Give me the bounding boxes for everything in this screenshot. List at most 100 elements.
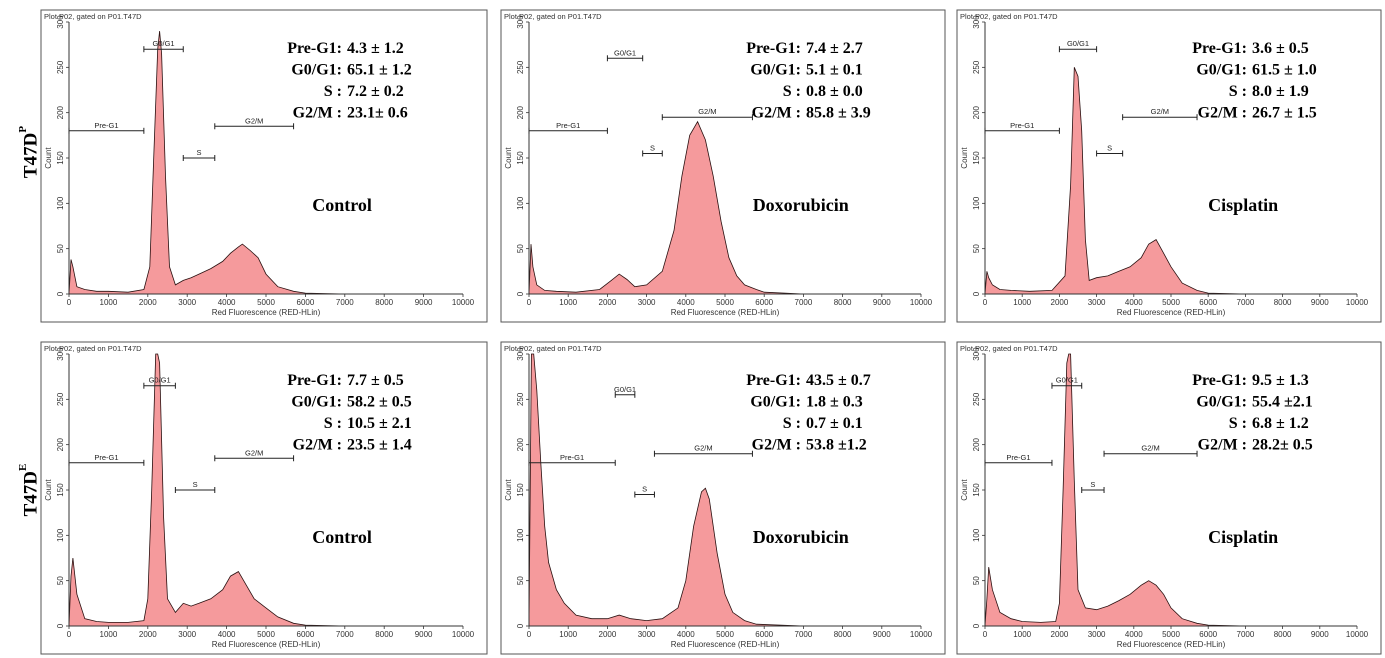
y-axis-label: Count [504,147,513,169]
panel-frame [40,341,488,655]
x-tick-label: 8000 [1274,630,1292,639]
gate-label: S [193,480,198,489]
x-tick-label: 9000 [415,630,433,639]
stat-label: G2/M : [752,437,801,454]
stat-label: Pre-G1: [287,40,342,57]
y-tick-label: 100 [56,528,65,542]
x-tick-label: 8000 [834,630,852,639]
treatment-title: Doxorubicin [753,527,849,547]
x-tick-label: 6000 [755,630,773,639]
x-tick-label: 4000 [677,630,695,639]
y-tick-label: 150 [972,151,981,165]
x-tick-label: 5000 [1162,630,1180,639]
y-tick-label: 0 [56,291,65,296]
stat-label: Pre-G1: [1192,372,1247,389]
x-tick-label: 5000 [716,298,734,307]
stat-value: 9.5 ± 1.3 [1252,372,1309,389]
y-tick-label: 100 [972,196,981,210]
gate-label: S [1107,143,1112,152]
panel-header: Plot P02, gated on P01.T47D [504,12,602,21]
x-axis-label: Red Fluorescence (RED-HLin) [1117,640,1226,649]
x-tick-label: 6000 [1199,630,1217,639]
x-axis-label: Red Fluorescence (RED-HLin) [1117,308,1226,317]
gate-label: G0/G1 [153,39,175,48]
x-tick-label: 10000 [452,298,475,307]
x-tick-label: 9000 [1311,630,1329,639]
stat-label: G0/G1: [1196,62,1247,79]
x-tick-label: 3000 [178,298,196,307]
x-tick-label: 1000 [1013,298,1031,307]
stat-label: Pre-G1: [746,40,801,57]
x-tick-label: 10000 [1346,630,1369,639]
stat-value: 1.8 ± 0.3 [806,394,863,411]
y-tick-label: 200 [972,437,981,451]
stat-label: G2/M : [752,105,801,122]
y-tick-label: 300 [516,347,525,361]
y-axis-label: Count [960,479,969,501]
stat-label: G2/M : [293,437,342,454]
x-tick-label: 1000 [559,298,577,307]
gate-label: G2/M [1141,444,1159,453]
x-tick-label: 0 [983,630,988,639]
y-tick-label: 150 [516,151,525,165]
panel-header: Plot P02, gated on P01.T47D [504,344,602,353]
x-tick-label: 0 [527,298,532,307]
stat-value: 7.4 ± 2.7 [806,40,863,57]
histogram-area [68,31,463,295]
stat-value: 65.1 ± 1.2 [347,62,412,79]
gate-label: S [650,143,655,152]
y-tick-label: 50 [516,244,525,253]
gate-label: G0/G1 [1067,39,1089,48]
gate-label: S [197,148,202,157]
stat-value: 26.7 ± 1.5 [1252,105,1317,122]
y-tick-label: 100 [516,196,525,210]
x-tick-label: 2000 [139,298,157,307]
x-tick-label: 0 [67,630,72,639]
x-tick-label: 9000 [873,630,891,639]
y-tick-label: 200 [56,105,65,119]
x-tick-label: 4000 [1125,298,1143,307]
stat-label: S : [783,415,801,432]
gate-label: S [1090,480,1095,489]
gate-label: G0/G1 [614,48,636,57]
stat-value: 8.0 ± 1.9 [1252,83,1309,100]
x-tick-label: 7000 [795,630,813,639]
x-tick-label: 10000 [910,630,933,639]
x-tick-label: 10000 [910,298,933,307]
x-tick-label: 5000 [716,630,734,639]
histogram-area [528,353,921,627]
y-tick-label: 250 [972,392,981,406]
y-tick-label: 150 [972,483,981,497]
x-tick-label: 0 [983,298,988,307]
stat-value: 58.2 ± 0.5 [347,394,412,411]
y-axis-label: Count [504,479,513,501]
x-tick-label: 6000 [297,298,315,307]
x-tick-label: 3000 [638,298,656,307]
stat-value: 3.6 ± 0.5 [1252,40,1309,57]
y-tick-label: 250 [56,60,65,74]
stat-label: G2/M : [1198,437,1247,454]
x-tick-label: 0 [527,630,532,639]
x-tick-label: 1000 [1013,630,1031,639]
y-tick-label: 300 [972,347,981,361]
stat-label: G0/G1: [291,62,342,79]
y-tick-label: 250 [516,60,525,74]
y-tick-label: 150 [516,483,525,497]
y-tick-label: 100 [56,196,65,210]
histogram-area [528,120,921,295]
gate-label: G2/M [698,107,716,116]
treatment-title: Cisplatin [1208,195,1278,215]
y-tick-label: 50 [972,244,981,253]
x-tick-label: 9000 [873,298,891,307]
y-tick-label: 0 [516,623,525,628]
y-tick-label: 200 [516,105,525,119]
x-tick-label: 1000 [559,630,577,639]
x-tick-label: 7000 [336,630,354,639]
x-tick-label: 10000 [1346,298,1369,307]
stat-label: S : [783,83,801,100]
